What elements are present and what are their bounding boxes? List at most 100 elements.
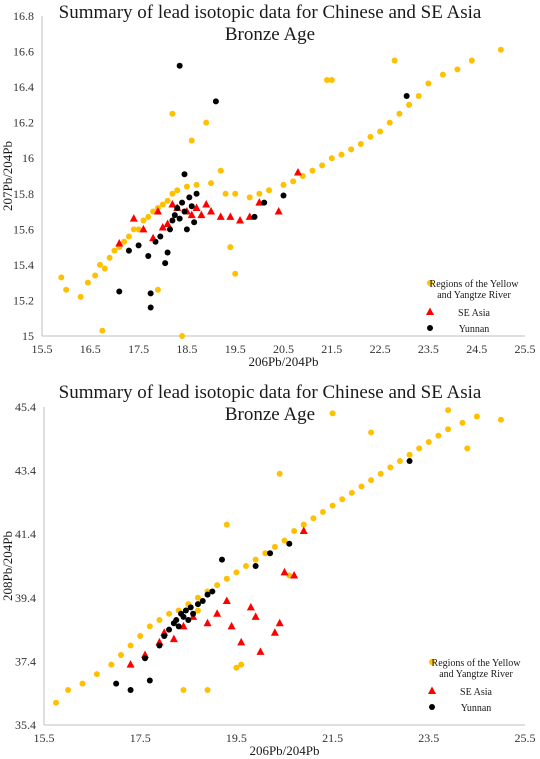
data-point-se-asia — [293, 167, 302, 176]
data-point-regions — [214, 582, 221, 589]
y-tick-label: 41.4 — [15, 527, 36, 541]
data-point-regions — [416, 445, 423, 452]
data-point-yunnan — [142, 655, 149, 662]
data-point-se-asia — [187, 210, 196, 219]
data-point-regions — [310, 515, 317, 522]
data-point-se-asia — [207, 207, 216, 215]
data-point-yunnan — [147, 290, 154, 297]
x-tick-label: 23.5 — [418, 342, 439, 356]
data-point-regions — [425, 438, 432, 445]
data-point-yunnan — [175, 623, 182, 630]
data-point-se-asia — [115, 239, 124, 247]
data-point-yunnan — [157, 233, 164, 240]
data-point-se-asia — [270, 628, 279, 636]
data-point-yunnan — [169, 217, 176, 224]
data-point-regions — [454, 66, 461, 73]
data-point-yunnan — [209, 588, 216, 595]
data-point-regions — [125, 233, 132, 240]
data-point-se-asia — [139, 224, 148, 233]
y-tick-label: 15.2 — [13, 293, 34, 307]
data-point-regions — [150, 208, 157, 215]
data-point-regions — [121, 238, 128, 245]
data-point-yunnan — [188, 203, 195, 210]
data-point-yunnan — [186, 194, 193, 201]
data-point-regions — [358, 483, 365, 490]
data-point-regions — [468, 57, 475, 64]
data-point-yunnan — [116, 288, 123, 295]
legend-label-yunnan: Yunnan — [459, 324, 490, 335]
data-point-yunnan — [127, 687, 134, 694]
data-point-se-asia — [197, 210, 206, 219]
y-tick-label: 16.6 — [13, 45, 34, 59]
data-point-yunnan — [156, 642, 163, 649]
data-point-regions — [232, 270, 239, 277]
y-tick-label: 16.2 — [13, 116, 34, 130]
data-point-regions — [445, 426, 452, 433]
data-point-regions — [233, 664, 240, 671]
data-point-se-asia — [227, 621, 236, 630]
data-point-regions — [339, 496, 346, 503]
data-point-regions — [280, 181, 287, 188]
data-point-regions — [84, 279, 91, 286]
data-point-regions — [58, 274, 65, 281]
data-point-regions — [77, 293, 84, 300]
x-tick-label: 17.5 — [128, 342, 149, 356]
data-point-se-asia — [280, 567, 289, 576]
data-point-regions — [53, 699, 60, 706]
legend-label-regions: Regions of the Yellow — [432, 658, 522, 669]
data-point-regions — [222, 190, 229, 197]
data-point-regions — [338, 151, 345, 158]
data-point-regions — [154, 286, 161, 293]
x-tick-label: 16.5 — [80, 342, 101, 356]
legend-marker-regions — [429, 659, 435, 665]
data-point-se-asia — [216, 212, 225, 220]
data-point-yunnan — [176, 215, 183, 222]
data-point-yunnan — [252, 563, 259, 569]
data-point-yunnan — [286, 540, 293, 547]
data-point-regions — [367, 133, 374, 140]
data-point-regions — [193, 181, 200, 188]
y-tick-label: 35.4 — [15, 718, 36, 732]
legend-label-se-asia: SE Asia — [460, 687, 493, 698]
data-point-regions — [357, 141, 364, 147]
data-point-se-asia — [129, 214, 138, 222]
data-point-yunnan — [406, 458, 413, 465]
data-point-regions — [208, 180, 215, 187]
data-point-se-asia — [237, 637, 246, 646]
data-point-yunnan — [183, 226, 190, 233]
data-point-regions — [459, 419, 466, 426]
data-point-yunnan — [185, 617, 192, 624]
data-point-regions — [328, 155, 335, 162]
data-point-se-asia — [202, 199, 211, 208]
data-point-yunnan — [181, 208, 188, 215]
data-point-se-asia — [163, 219, 172, 227]
y-tick-label: 16.4 — [13, 80, 34, 94]
x-tick-label: 22.5 — [370, 342, 391, 356]
data-point-regions — [387, 464, 394, 471]
data-point-regions — [252, 556, 259, 563]
data-point-yunnan — [191, 219, 198, 226]
data-point-regions — [348, 489, 355, 496]
data-point-regions — [286, 572, 293, 579]
data-point-yunnan — [162, 260, 169, 267]
data-point-se-asia — [274, 207, 283, 215]
data-point-regions — [386, 119, 393, 126]
data-point-regions — [179, 333, 186, 339]
data-point-se-asia — [256, 647, 265, 655]
data-point-regions — [329, 410, 336, 417]
data-point-regions — [391, 57, 398, 64]
legend-marker-yunnan — [427, 325, 433, 331]
data-point-regions — [233, 569, 240, 576]
x-tick-label: 19.5 — [226, 731, 247, 745]
x-tick-label: 15.5 — [32, 342, 53, 356]
data-point-yunnan — [179, 199, 186, 206]
data-point-yunnan — [171, 212, 178, 219]
data-point-yunnan — [261, 199, 268, 206]
data-point-regions — [99, 327, 106, 334]
data-point-yunnan — [182, 607, 189, 614]
data-point-regions — [101, 265, 108, 272]
data-point-regions — [262, 550, 269, 557]
y-tick-label: 15.8 — [13, 187, 34, 201]
